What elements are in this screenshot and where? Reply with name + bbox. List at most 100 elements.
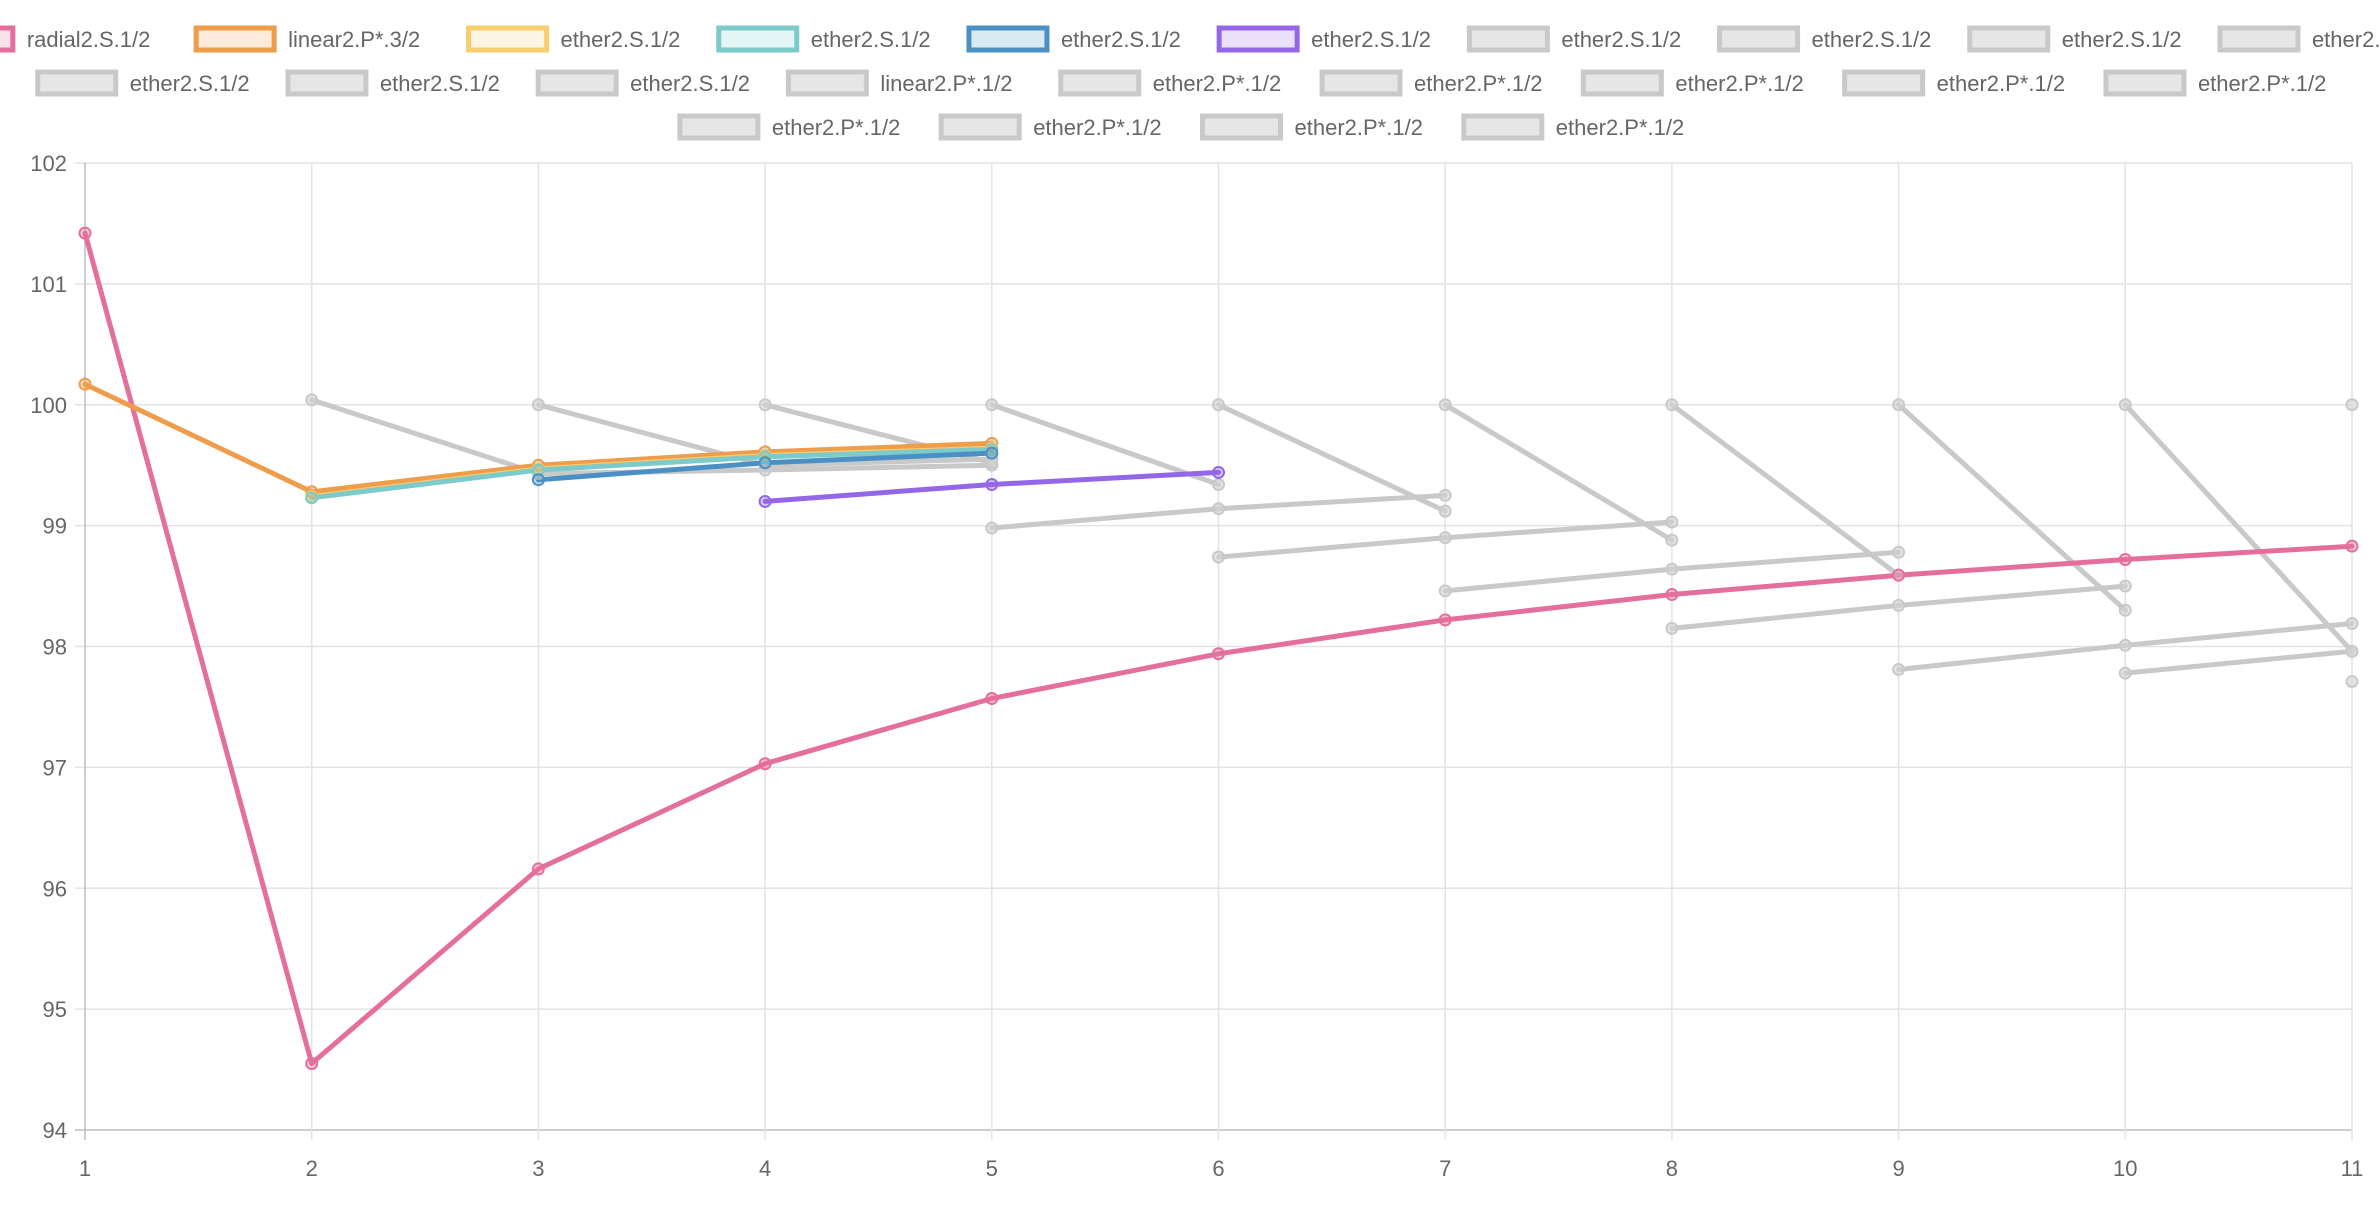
- data-point[interactable]: [758, 757, 772, 771]
- data-point[interactable]: [985, 446, 999, 460]
- data-point[interactable]: [1892, 568, 1906, 582]
- series-line: [1669, 402, 1902, 578]
- data-point[interactable]: [985, 398, 999, 412]
- legend-item[interactable]: ether2.P*.1/2: [2103, 69, 2326, 97]
- data-point[interactable]: [1212, 465, 1225, 479]
- legend-label: ether2.S.1/2: [380, 71, 500, 96]
- data-point[interactable]: [2118, 579, 2132, 593]
- data-point[interactable]: [1665, 515, 1679, 529]
- legend-swatch: [1058, 69, 1142, 97]
- data-point[interactable]: [985, 478, 999, 492]
- data-point[interactable]: [2345, 539, 2359, 553]
- data-point[interactable]: [1212, 502, 1225, 516]
- legend-item[interactable]: ether2.S.1/2: [535, 69, 750, 97]
- legend-item[interactable]: ether2.P*.1/2: [1580, 69, 1804, 97]
- data-point[interactable]: [985, 691, 999, 705]
- series-line: [2122, 648, 2355, 676]
- legend-item[interactable]: ether2.P*.1/2: [1842, 69, 2065, 97]
- y-tick-label: 100: [30, 393, 67, 418]
- legend-label: ether2.S.1/2: [1812, 27, 1932, 52]
- legend-item[interactable]: ether2.S.1/2: [285, 69, 500, 97]
- legend-swatch: [1319, 69, 1403, 97]
- legend-item[interactable]: ether2.P*.1/2: [677, 113, 900, 141]
- data-point[interactable]: [2118, 552, 2132, 566]
- data-point[interactable]: [78, 226, 92, 240]
- data-point[interactable]: [2118, 666, 2132, 680]
- x-tick-label: 5: [986, 1156, 998, 1181]
- legend-label: ether2.S.1/2: [130, 71, 250, 96]
- data-point[interactable]: [1212, 647, 1225, 661]
- legend-item[interactable]: ether2.S.1/2: [2217, 25, 2380, 53]
- data-point[interactable]: [985, 456, 999, 470]
- data-point[interactable]: [531, 862, 545, 876]
- legend-swatch: [1216, 25, 1300, 53]
- legend-item[interactable]: ether2.S.1/2: [35, 69, 250, 97]
- y-tick-label: 94: [43, 1118, 67, 1143]
- data-point[interactable]: [1665, 621, 1679, 635]
- legend-item[interactable]: ether2.S.1/2: [1466, 25, 1681, 53]
- legend-item[interactable]: ether2.P*.1/2: [1200, 113, 1423, 141]
- data-point[interactable]: [1438, 488, 1452, 502]
- legend-item[interactable]: ether2.P*.1/2: [1058, 69, 1281, 97]
- legend-item[interactable]: ether2.S.1/2: [1717, 25, 1932, 53]
- data-point[interactable]: [985, 442, 999, 456]
- data-point[interactable]: [2118, 398, 2132, 412]
- legend-swatch: [785, 69, 869, 97]
- legend-item[interactable]: ether2.S.1/2: [966, 25, 1181, 53]
- data-point[interactable]: [2118, 603, 2132, 617]
- legend-swatch: [285, 69, 369, 97]
- data-point[interactable]: [1438, 613, 1452, 627]
- legend-label: ether2.P*.1/2: [1937, 71, 2065, 96]
- data-point[interactable]: [758, 494, 772, 508]
- legend-item[interactable]: radial2.S.1/2: [0, 25, 150, 53]
- legend-item[interactable]: ether2.P*.1/2: [938, 113, 1162, 141]
- data-point[interactable]: [1665, 398, 1679, 412]
- legend-item[interactable]: ether2.S.1/2: [1216, 25, 1431, 53]
- data-point[interactable]: [1438, 584, 1452, 598]
- data-point[interactable]: [2345, 675, 2359, 689]
- data-point[interactable]: [1438, 398, 1452, 412]
- legend-item[interactable]: linear2.P*.3/2: [193, 25, 420, 53]
- data-point[interactable]: [1892, 598, 1906, 612]
- legend-label: ether2.S.1/2: [1311, 27, 1431, 52]
- legend-swatch: [716, 25, 800, 53]
- data-point[interactable]: [1892, 662, 1906, 676]
- data-point[interactable]: [2118, 638, 2132, 652]
- data-point[interactable]: [531, 463, 545, 477]
- data-point[interactable]: [1212, 398, 1225, 412]
- data-point[interactable]: [758, 398, 772, 412]
- data-point[interactable]: [531, 398, 545, 412]
- data-point[interactable]: [1665, 562, 1679, 576]
- x-tick-label: 7: [1439, 1156, 1451, 1181]
- legend-item[interactable]: linear2.P*.1/2: [785, 69, 1012, 97]
- x-tick-label: 8: [1666, 1156, 1678, 1181]
- data-point[interactable]: [758, 456, 772, 470]
- data-point[interactable]: [531, 473, 545, 487]
- data-point[interactable]: [1665, 588, 1679, 602]
- legend-swatch: [938, 113, 1022, 141]
- data-point[interactable]: [2345, 644, 2359, 658]
- data-point[interactable]: [2345, 398, 2359, 412]
- data-point[interactable]: [1438, 504, 1452, 518]
- legend-label: ether2.P*.1/2: [1414, 71, 1542, 96]
- legend-item[interactable]: ether2.P*.1/2: [1319, 69, 1542, 97]
- legend-item[interactable]: ether2.S.1/2: [466, 25, 681, 53]
- legend-swatch: [1967, 25, 2051, 53]
- legend-item[interactable]: ether2.P*.1/2: [1461, 113, 1684, 141]
- legend-item[interactable]: ether2.S.1/2: [1967, 25, 2182, 53]
- data-point[interactable]: [985, 521, 999, 535]
- data-point[interactable]: [2345, 617, 2359, 631]
- legend-swatch: [1842, 69, 1926, 97]
- data-point[interactable]: [305, 1057, 319, 1071]
- data-point[interactable]: [1212, 478, 1225, 492]
- data-point[interactable]: [1212, 550, 1225, 564]
- data-point[interactable]: [305, 393, 319, 407]
- data-point[interactable]: [305, 491, 319, 505]
- data-point[interactable]: [78, 377, 92, 391]
- data-point[interactable]: [1438, 531, 1452, 545]
- data-point[interactable]: [1665, 533, 1679, 547]
- data-point[interactable]: [1892, 545, 1906, 559]
- data-point[interactable]: [1892, 398, 1906, 412]
- legend-item[interactable]: ether2.S.1/2: [716, 25, 931, 53]
